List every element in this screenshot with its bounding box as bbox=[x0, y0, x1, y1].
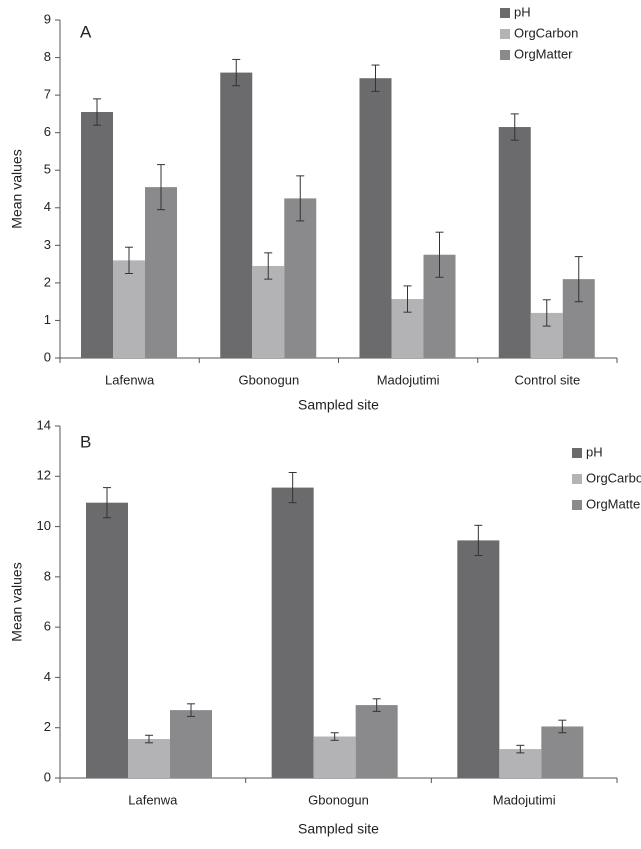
legend-label-orgmatter: OrgMatter bbox=[586, 496, 641, 511]
legend-label-ph: pH bbox=[514, 4, 531, 19]
y-axis-label: Mean values bbox=[9, 149, 25, 228]
bar-orgcarbon-lafenwa bbox=[113, 260, 145, 358]
bar-ph-lafenwa bbox=[81, 112, 113, 358]
bar-orgmatter-gbonogun bbox=[355, 705, 398, 778]
chart-panel-a: A 0 1 2 3 4 5 6 7 8 9 Lafenwa Gbonogun Madojutimi Cont… bbox=[9, 4, 618, 413]
bar-orgcarbon-madojutimi bbox=[499, 749, 542, 778]
legend-swatch-orgmatter bbox=[500, 50, 510, 60]
y-axis-label: Mean values bbox=[9, 562, 25, 641]
x-tick-label: Lafenwa bbox=[128, 792, 178, 807]
y-tick-label: 12 bbox=[37, 468, 51, 483]
y-tick-label: 5 bbox=[44, 162, 51, 177]
legend-swatch-orgmatter bbox=[572, 500, 582, 510]
legend-swatch-ph bbox=[572, 448, 582, 458]
x-tick-label: Gbonogun bbox=[308, 792, 369, 807]
legend-label-ph: pH bbox=[586, 444, 603, 459]
x-tick-label: Lafenwa bbox=[105, 372, 155, 387]
x-axis-label: Sampled site bbox=[298, 397, 379, 413]
bar-orgmatter-lafenwa bbox=[145, 187, 177, 358]
legend-label-orgcarbon: OrgCarbon bbox=[586, 470, 641, 485]
y-tick-label: 6 bbox=[44, 124, 51, 139]
y-tick-label: 8 bbox=[44, 49, 51, 64]
y-tick-label: 3 bbox=[44, 237, 51, 252]
y-tick-label: 7 bbox=[44, 87, 51, 102]
y-tick-label: 4 bbox=[44, 669, 51, 684]
legend-swatch-ph bbox=[500, 8, 510, 18]
x-tick-label: Madojutimi bbox=[377, 372, 440, 387]
bar-orgcarbon-lafenwa bbox=[128, 739, 170, 778]
bar-ph-madojutimi bbox=[457, 540, 500, 778]
legend-swatch-orgcarbon bbox=[572, 474, 582, 484]
panel-label: A bbox=[80, 22, 92, 41]
legend-label-orgcarbon: OrgCarbon bbox=[514, 25, 578, 40]
y-tick-label: 0 bbox=[44, 769, 51, 784]
x-tick-label: Gbonogun bbox=[239, 372, 300, 387]
bar-ph-lafenwa bbox=[86, 502, 128, 778]
x-axis-label: Sampled site bbox=[298, 821, 379, 837]
bar-ph-control-site bbox=[498, 127, 531, 359]
bar-ph-gbonogun bbox=[220, 72, 253, 359]
panel-label: B bbox=[80, 432, 91, 451]
bar-ph-madojutimi bbox=[359, 78, 392, 358]
y-tick-label: 0 bbox=[44, 349, 51, 364]
bar-orgmatter-gbonogun bbox=[284, 198, 317, 358]
y-tick-label: 4 bbox=[44, 199, 51, 214]
y-tick-label: 6 bbox=[44, 619, 51, 634]
legend-swatch-orgcarbon bbox=[500, 29, 510, 39]
x-tick-label: Madojutimi bbox=[493, 792, 556, 807]
bar-orgmatter-lafenwa bbox=[170, 710, 212, 778]
bar-orgcarbon-gbonogun bbox=[313, 736, 356, 778]
bar-orgcarbon-gbonogun bbox=[252, 265, 285, 358]
chart-panel-b: B 0 2 4 6 8 10 12 14 Lafenwa Gbonogun Madojutimi Sam… bbox=[9, 417, 641, 836]
y-tick-label: 2 bbox=[44, 719, 51, 734]
y-tick-label: 10 bbox=[37, 518, 51, 533]
y-tick-label: 8 bbox=[44, 568, 51, 583]
y-tick-label: 2 bbox=[44, 274, 51, 289]
bar-orgmatter-madojutimi bbox=[541, 726, 584, 778]
legend-label-orgmatter: OrgMatter bbox=[514, 46, 573, 61]
bar-ph-gbonogun bbox=[271, 487, 314, 778]
y-tick-label: 14 bbox=[37, 417, 51, 432]
x-tick-label: Control site bbox=[515, 372, 581, 387]
y-tick-label: 1 bbox=[44, 312, 51, 327]
y-tick-label: 9 bbox=[44, 11, 51, 26]
